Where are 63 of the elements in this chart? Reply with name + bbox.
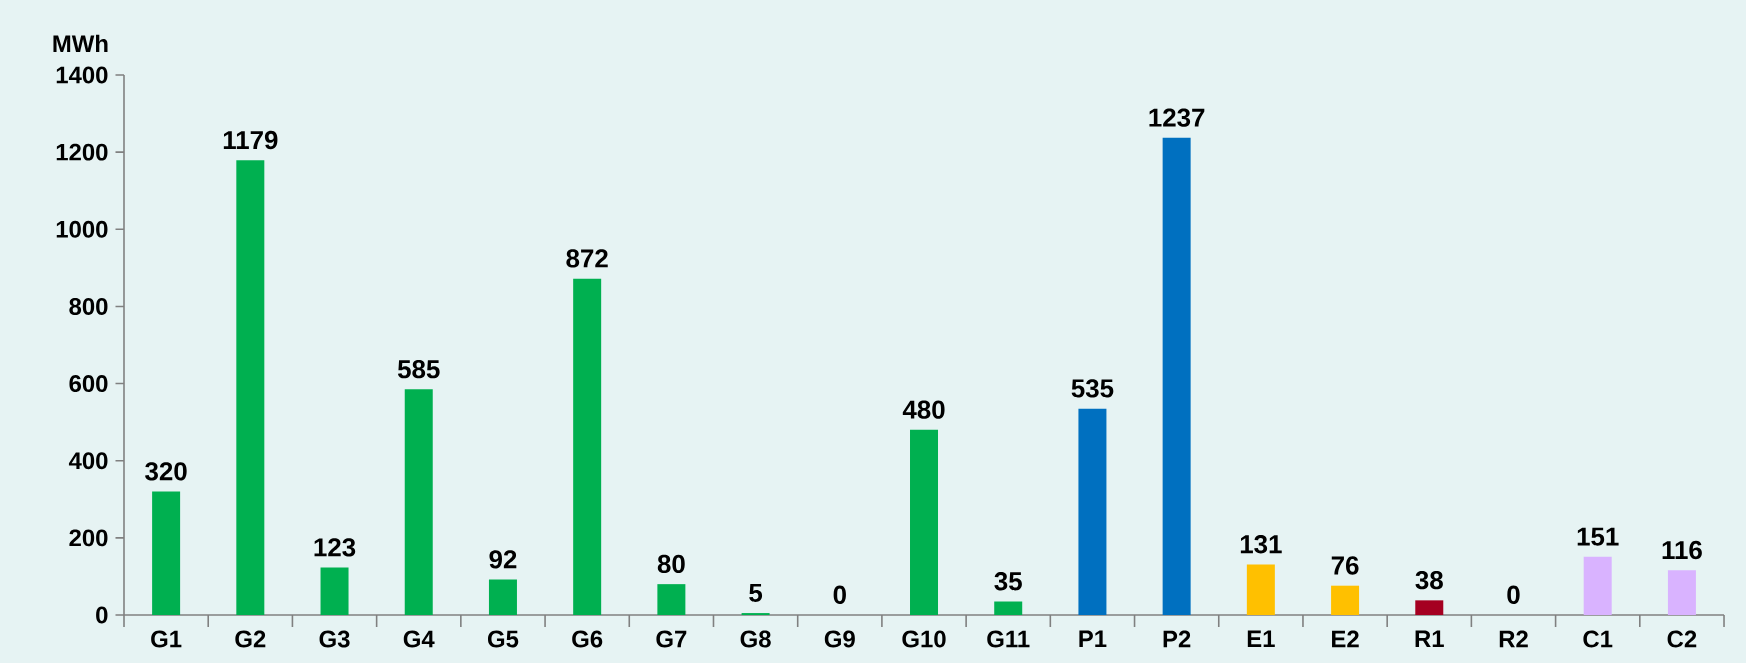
y-tick-label: 0 [96, 606, 108, 624]
x-tick-label: G3 [319, 630, 350, 648]
x-tick-label: R1 [1415, 630, 1444, 647]
data-label: 0 [1507, 585, 1520, 604]
data-label: 116 [1662, 540, 1702, 560]
data-label: 38 [1415, 570, 1443, 590]
bar [1667, 570, 1696, 615]
data-label: 35 [994, 572, 1022, 591]
data-label: 92 [489, 550, 517, 569]
x-tick-label: G10 [902, 630, 946, 648]
y-tick-label: 600 [69, 375, 108, 393]
data-label: 1237 [1149, 108, 1205, 127]
y-tick-label: 1200 [56, 143, 108, 161]
bar [488, 579, 517, 615]
data-label: 5 [749, 583, 763, 603]
bar [910, 429, 939, 615]
x-tick-label: E1 [1247, 630, 1275, 647]
x-tick-label: G9 [824, 630, 855, 648]
x-tick-label: G6 [572, 630, 603, 648]
bar [657, 584, 686, 615]
bar [236, 160, 265, 615]
x-tick-label: E2 [1332, 630, 1359, 648]
bar [573, 278, 602, 615]
x-tick-label: G5 [487, 630, 519, 648]
x-tick-label: G1 [151, 630, 182, 648]
data-label: 872 [566, 249, 608, 268]
y-tick-label: 200 [69, 529, 108, 547]
x-tick-label: P1 [1079, 630, 1107, 647]
bar [1331, 585, 1360, 615]
data-label: 80 [657, 554, 685, 574]
y-tick-label: 400 [68, 452, 108, 470]
y-tick-label: 800 [69, 297, 108, 315]
data-label: 76 [1331, 556, 1359, 575]
bar [1078, 408, 1107, 615]
data-label: 123 [314, 538, 356, 557]
data-label: 320 [145, 462, 187, 481]
bar [404, 389, 433, 615]
data-label: 535 [1071, 379, 1114, 398]
y-tick-label: 1400 [56, 66, 108, 84]
data-label: 1179 [223, 130, 278, 150]
bar [1415, 600, 1444, 615]
data-label: 480 [902, 400, 945, 419]
data-label: 0 [833, 585, 846, 604]
x-tick-label: G4 [403, 630, 435, 648]
y-tick-label: 1000 [56, 220, 108, 238]
x-tick-label: G8 [740, 630, 771, 648]
bar [1162, 137, 1191, 615]
x-tick-label: C2 [1667, 630, 1697, 648]
x-tick-label: G2 [235, 630, 266, 648]
x-tick-label: C1 [1583, 630, 1613, 648]
x-tick-label: G7 [656, 630, 687, 648]
y-axis-title: MWh [53, 34, 108, 52]
bar [320, 567, 349, 615]
bar [1246, 564, 1275, 615]
data-label: 585 [397, 359, 440, 379]
bar [152, 491, 181, 615]
data-label: 131 [1240, 535, 1282, 554]
x-tick-label: G11 [987, 630, 1030, 648]
x-tick-label: R2 [1499, 630, 1528, 648]
bar [994, 601, 1023, 615]
bar [1583, 556, 1612, 615]
x-tick-label: P2 [1163, 630, 1191, 648]
data-label: 151 [1577, 527, 1619, 546]
